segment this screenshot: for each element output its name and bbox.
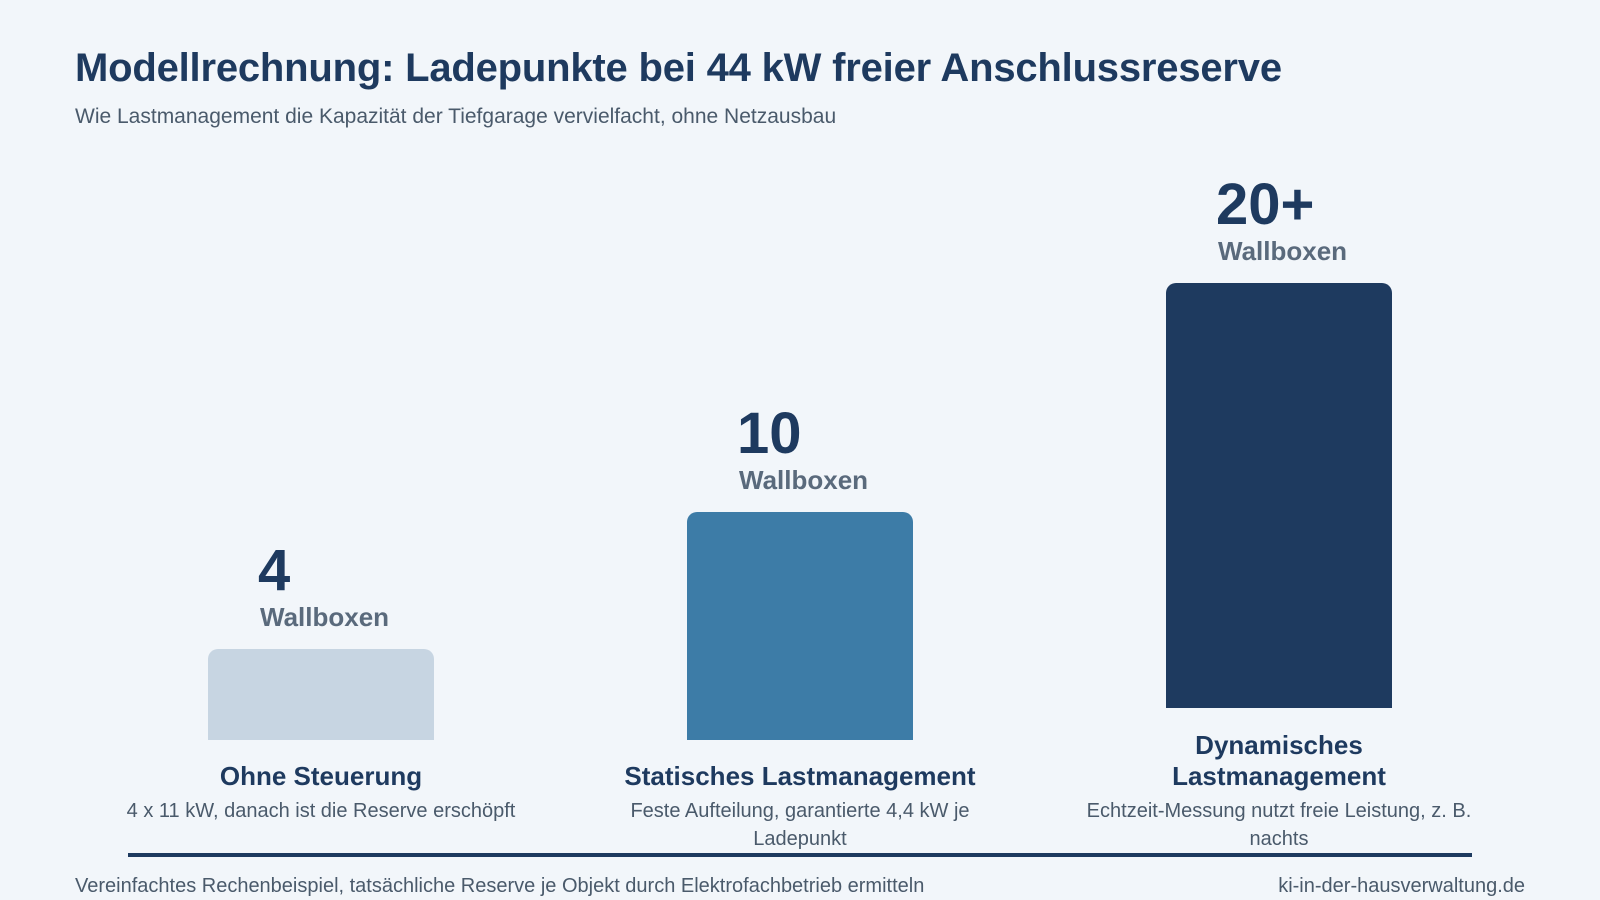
- chart-subtitle: Wie Lastmanagement die Kapazität der Tie…: [75, 105, 837, 128]
- category-label-3: Dynamisches Lastmanagement: [1172, 730, 1386, 791]
- category-description-1: 4 x 11 kW, danach ist die Reserve erschö…: [126, 800, 516, 822]
- category-description-2: Feste Aufteilung, garantierte 4,4 kW je …: [630, 800, 970, 850]
- value-label-1: 4: [258, 537, 291, 603]
- category-label-2: Statisches Lastmanagement: [624, 761, 976, 791]
- unit-label-3: Wallboxen: [1218, 236, 1348, 266]
- category-label-1: Ohne Steuerung: [219, 761, 423, 791]
- category-description-3: Echtzeit-Messung nutzt freie Leistung, z…: [1086, 800, 1472, 850]
- chart-title: Modellrechnung: Ladepunkte bei 44 kW fre…: [75, 46, 1282, 90]
- source-link[interactable]: ki-in-der-hausverwaltung.de: [1278, 875, 1525, 897]
- value-label-2: 10: [737, 400, 802, 466]
- bar-1: [208, 648, 434, 740]
- bar-3: [1166, 283, 1392, 708]
- unit-label-1: Wallboxen: [260, 601, 390, 632]
- chart-baseline: [128, 853, 1472, 857]
- value-label-3: 20+: [1216, 172, 1315, 237]
- unit-label-2: Wallboxen: [739, 464, 869, 495]
- footnote: Vereinfachtes Rechenbeispiel, tatsächlic…: [75, 875, 925, 897]
- bar-2: [687, 511, 913, 740]
